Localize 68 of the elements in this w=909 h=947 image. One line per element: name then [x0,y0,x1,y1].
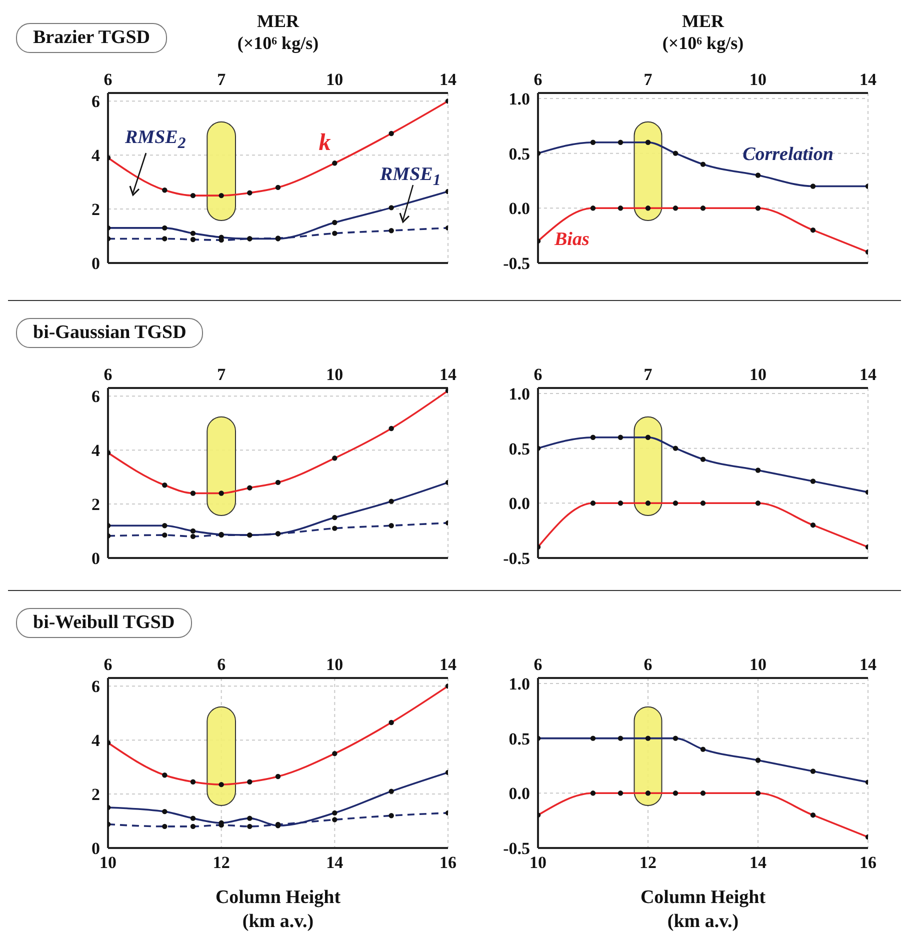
text: 14 [860,365,877,384]
text: 14 [440,365,457,384]
y-tick-label: 6 [92,387,100,406]
y-tick-label: 0.5 [508,144,530,164]
text: 10 [750,70,766,89]
y-tick-label: -0.5 [503,549,530,568]
series-label: k [318,130,331,158]
x-axis-title: Column Height (km a.v.) [639,886,767,934]
text: 6 [644,655,652,674]
y-tick-label: -0.5 [503,839,530,858]
x2-axis-title: MER (×10⁶ kg/s) [661,10,745,54]
y-tick-label: 0.0 [508,784,530,804]
series-label: Bias [554,229,590,251]
series-label: RMSE$_{1}$ [380,164,441,190]
text: 6 [104,655,112,674]
y-tick-label: 1.0 [508,90,530,109]
text: 7 [217,70,226,89]
text: 14 [440,655,457,674]
text: 7 [217,365,226,384]
text: 14 [860,70,877,89]
x-tick-label: 10 [100,853,116,872]
y-tick-label: 6 [92,92,100,112]
y-tick-label: 0 [92,839,100,858]
text: 6 [534,70,542,89]
x-tick-label: 14 [326,853,344,872]
y-tick-label: 0 [92,254,100,274]
x2-axis-title: MER (×10⁶ kg/s) [237,11,319,53]
text: 14 [860,655,877,674]
text: RMSE$_{2}$ [125,127,186,153]
x-tick-label: 12 [640,853,656,872]
x-tick-label: 16 [440,853,456,872]
x-tick-label: 16 [860,853,876,872]
text: 6 [534,655,542,674]
text: 6 [104,70,112,89]
y-tick-label: 4 [92,731,100,750]
x-tick-label: 12 [212,853,230,872]
series-label: Correlation [742,144,834,166]
y-tick-label: 0.0 [508,199,530,218]
y-tick-label: 4 [92,441,100,460]
chart-title: bi-Weibull TGSD [16,608,192,638]
chart-title: Brazier TGSD [16,23,167,53]
y-tick-label: 0 [92,549,100,568]
text: 7 [644,365,653,384]
text: 6 [534,365,542,384]
text: 6 [104,365,112,384]
y-tick-label: 0.5 [508,439,530,458]
x-tick-label: 14 [750,853,767,872]
text: 10 [326,655,344,674]
y-tick-label: 2 [92,785,100,804]
x-tick-label: 10 [530,853,546,872]
y-tick-label: 0.5 [508,729,530,748]
y-tick-label: 0.0 [508,494,530,514]
y-tick-label: 2 [92,495,100,514]
chart-title: bi-Gaussian TGSD [16,318,204,348]
y-tick-label: 2 [92,200,100,220]
text: 14 [440,70,457,89]
x-axis-title: Column Height (km a.v.) [214,886,342,934]
y-tick-label: 1.0 [508,674,530,694]
y-tick-label: 1.0 [508,384,530,404]
y-tick-label: -0.5 [503,254,530,274]
text: 10 [750,655,766,674]
text: 10 [326,70,344,89]
text: 6 [217,655,226,674]
text: 10 [750,365,766,384]
y-tick-label: 6 [92,677,100,696]
text: 7 [644,70,653,89]
y-tick-label: 4 [92,146,100,166]
text: 10 [326,365,344,384]
